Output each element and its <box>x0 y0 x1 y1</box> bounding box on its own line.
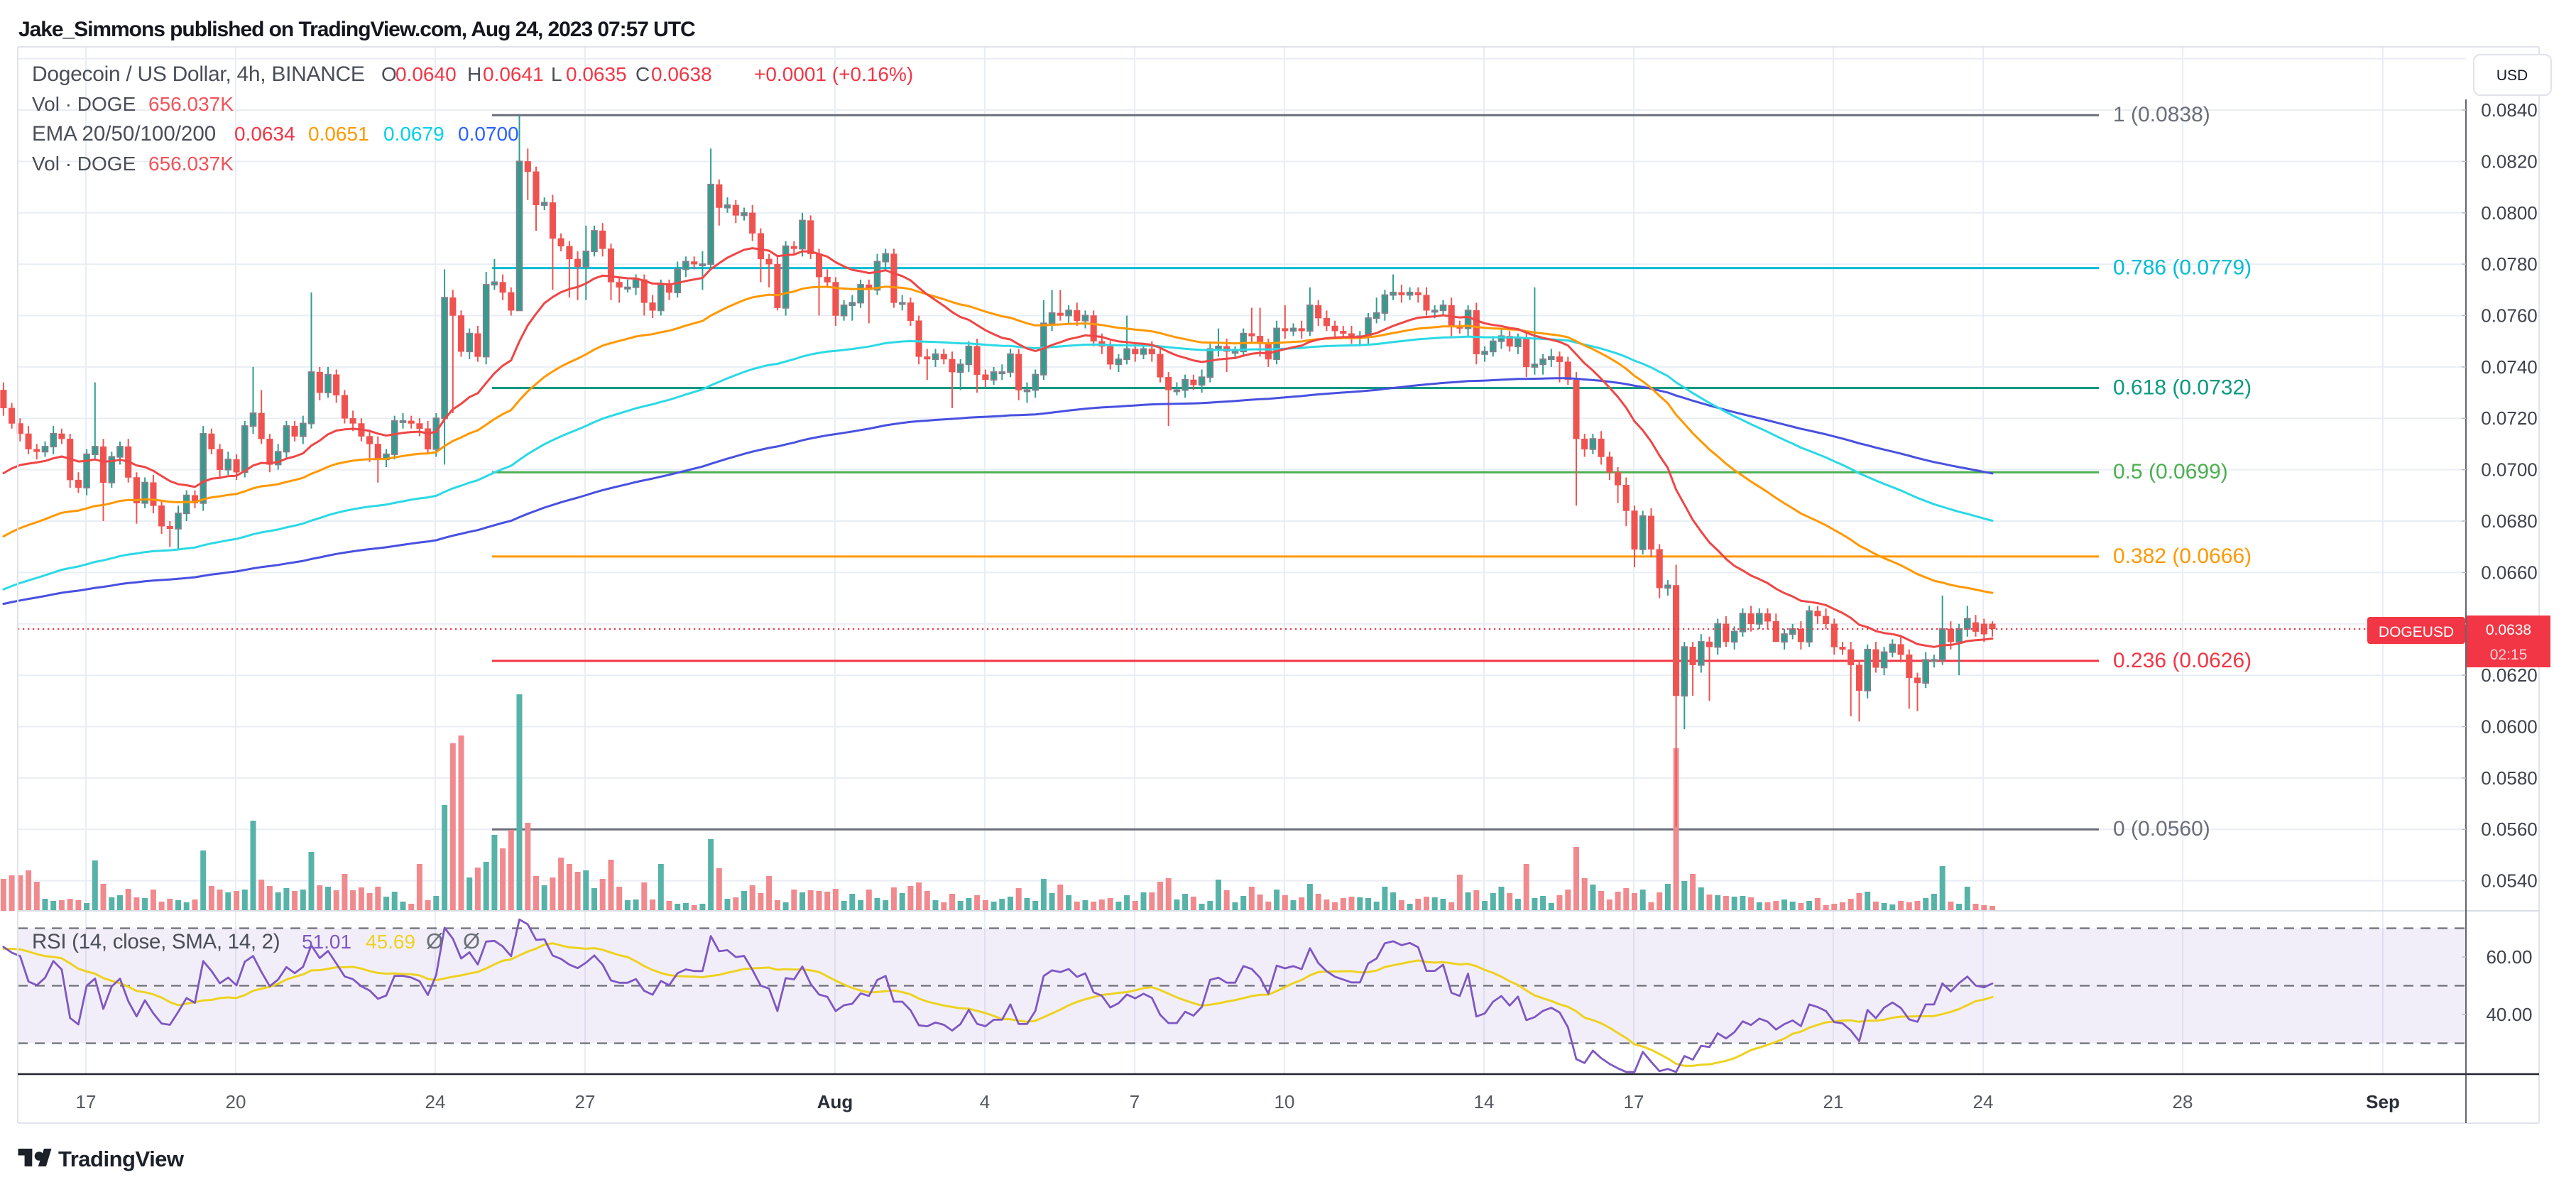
svg-text:60.00: 60.00 <box>2486 946 2532 968</box>
svg-text:45.69: 45.69 <box>366 931 415 953</box>
svg-text:0.786 (0.0779): 0.786 (0.0779) <box>2113 256 2252 280</box>
svg-text:Sep: Sep <box>2366 1091 2400 1112</box>
svg-text:0.0560: 0.0560 <box>2481 819 2538 840</box>
svg-text:O: O <box>381 63 397 85</box>
svg-text:DOGEUSD: DOGEUSD <box>2379 624 2454 640</box>
svg-text:0.236 (0.0626): 0.236 (0.0626) <box>2113 649 2252 672</box>
svg-text:L: L <box>551 63 562 85</box>
svg-text:C: C <box>635 63 650 85</box>
svg-text:Ø: Ø <box>463 929 480 953</box>
svg-text:Vol · DOGE: Vol · DOGE <box>32 93 136 115</box>
svg-text:0.0580: 0.0580 <box>2481 767 2538 789</box>
svg-text:0.0635: 0.0635 <box>566 63 627 85</box>
svg-text:0.0800: 0.0800 <box>2481 202 2538 224</box>
svg-text:EMA 20/50/100/200: EMA 20/50/100/200 <box>32 122 216 146</box>
svg-text:RSI (14, close, SMA, 14, 2): RSI (14, close, SMA, 14, 2) <box>32 930 280 953</box>
svg-text:0.0740: 0.0740 <box>2481 356 2538 378</box>
svg-text:0.0840: 0.0840 <box>2481 99 2538 121</box>
svg-text:10: 10 <box>1275 1091 1295 1112</box>
svg-text:02:15: 02:15 <box>2490 647 2528 663</box>
svg-text:0.0651: 0.0651 <box>308 123 369 145</box>
svg-text:14: 14 <box>1474 1091 1495 1112</box>
svg-text:0.0540: 0.0540 <box>2481 870 2538 892</box>
svg-text:7: 7 <box>1130 1091 1140 1112</box>
svg-text:USD: USD <box>2496 67 2528 84</box>
svg-text:0.0640: 0.0640 <box>395 63 457 85</box>
svg-text:0.0641: 0.0641 <box>483 63 544 85</box>
svg-text:0.0634: 0.0634 <box>234 123 295 145</box>
svg-text:0.0720: 0.0720 <box>2481 407 2538 429</box>
svg-text:40.00: 40.00 <box>2486 1004 2532 1025</box>
svg-text:0.0760: 0.0760 <box>2481 305 2538 327</box>
svg-text:Vol · DOGE: Vol · DOGE <box>32 153 136 175</box>
svg-text:17: 17 <box>76 1091 97 1112</box>
svg-text:0.618 (0.0732): 0.618 (0.0732) <box>2113 376 2252 400</box>
svg-text:Aug: Aug <box>817 1091 853 1112</box>
svg-text:51.01: 51.01 <box>302 931 351 953</box>
svg-text:+0.0001 (+0.16%): +0.0001 (+0.16%) <box>754 63 913 85</box>
svg-text:0.0660: 0.0660 <box>2481 562 2538 583</box>
svg-text:0.5 (0.0699): 0.5 (0.0699) <box>2113 460 2228 483</box>
svg-text:Ø: Ø <box>426 929 443 953</box>
svg-text:0.0780: 0.0780 <box>2481 253 2538 275</box>
svg-text:TradingView: TradingView <box>58 1147 185 1171</box>
svg-text:Dogecoin / US Dollar, 4h, BINA: Dogecoin / US Dollar, 4h, BINANCE <box>32 62 365 86</box>
svg-text:24: 24 <box>1973 1091 1994 1112</box>
svg-text:0.0700: 0.0700 <box>2481 459 2538 481</box>
svg-text:21: 21 <box>1823 1091 1844 1112</box>
svg-text:0.0679: 0.0679 <box>383 123 444 145</box>
svg-text:656.037K: 656.037K <box>148 93 234 115</box>
svg-text:656.037K: 656.037K <box>148 153 234 175</box>
svg-text:0.382 (0.0666): 0.382 (0.0666) <box>2113 545 2252 568</box>
svg-text:1 (0.0838): 1 (0.0838) <box>2113 103 2210 126</box>
svg-text:0.0638: 0.0638 <box>651 63 712 85</box>
svg-text:0 (0.0560): 0 (0.0560) <box>2113 817 2210 841</box>
svg-text:H: H <box>467 63 481 85</box>
svg-text:24: 24 <box>425 1091 446 1112</box>
svg-text:0.0820: 0.0820 <box>2481 151 2538 172</box>
svg-text:4: 4 <box>980 1091 990 1112</box>
svg-text:20: 20 <box>226 1091 246 1112</box>
svg-text:0.0680: 0.0680 <box>2481 510 2538 532</box>
svg-text:17: 17 <box>1624 1091 1644 1112</box>
svg-text:0.0620: 0.0620 <box>2481 664 2538 686</box>
svg-text:0.0600: 0.0600 <box>2481 716 2538 738</box>
svg-text:27: 27 <box>575 1091 596 1112</box>
svg-text:28: 28 <box>2173 1091 2193 1112</box>
svg-text:0.0638: 0.0638 <box>2486 622 2531 638</box>
svg-text:0.0700: 0.0700 <box>458 123 519 145</box>
svg-text:Jake_Simmons published on Trad: Jake_Simmons published on TradingView.co… <box>18 18 695 41</box>
